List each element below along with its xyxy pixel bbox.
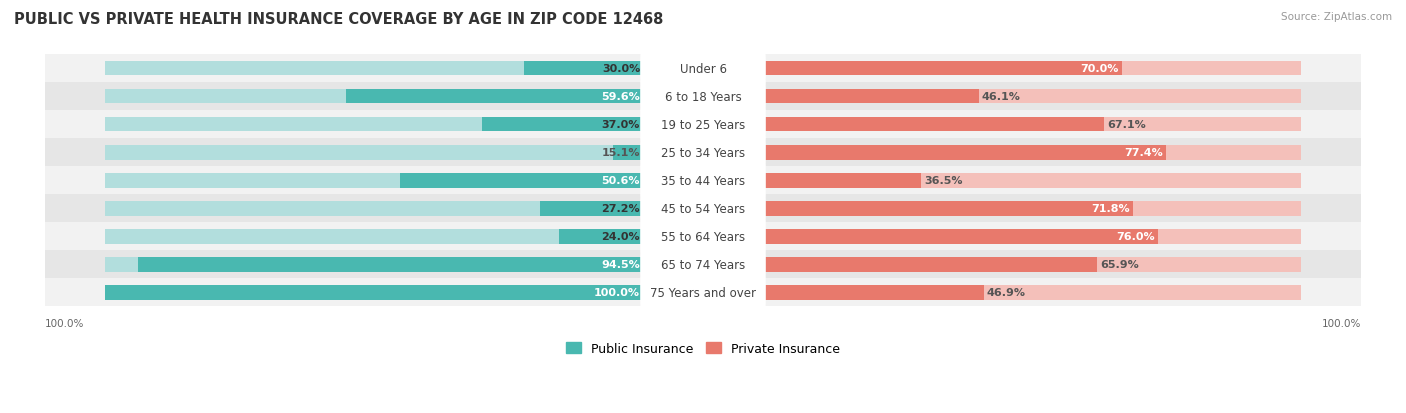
Text: 25 to 34 Years: 25 to 34 Years [661, 146, 745, 159]
FancyBboxPatch shape [138, 257, 643, 272]
FancyBboxPatch shape [763, 230, 1157, 244]
FancyBboxPatch shape [763, 62, 1302, 76]
FancyBboxPatch shape [763, 202, 1302, 216]
FancyBboxPatch shape [640, 104, 766, 146]
FancyBboxPatch shape [640, 132, 766, 174]
Legend: Public Insurance, Private Insurance: Public Insurance, Private Insurance [561, 337, 845, 360]
Text: 94.5%: 94.5% [602, 260, 640, 270]
Text: 65 to 74 Years: 65 to 74 Years [661, 258, 745, 271]
FancyBboxPatch shape [104, 285, 643, 300]
Text: 30.0%: 30.0% [602, 64, 640, 74]
FancyBboxPatch shape [763, 118, 1105, 132]
FancyBboxPatch shape [45, 139, 1361, 167]
FancyBboxPatch shape [346, 90, 643, 104]
FancyBboxPatch shape [763, 202, 1133, 216]
Text: Under 6: Under 6 [679, 62, 727, 76]
Text: 59.6%: 59.6% [602, 92, 640, 102]
Text: 55 to 64 Years: 55 to 64 Years [661, 230, 745, 243]
Text: 46.1%: 46.1% [981, 92, 1021, 102]
Text: PUBLIC VS PRIVATE HEALTH INSURANCE COVERAGE BY AGE IN ZIP CODE 12468: PUBLIC VS PRIVATE HEALTH INSURANCE COVER… [14, 12, 664, 27]
FancyBboxPatch shape [763, 285, 1302, 300]
FancyBboxPatch shape [104, 62, 643, 76]
Text: 46.9%: 46.9% [987, 288, 1025, 298]
Text: 100.0%: 100.0% [1322, 318, 1361, 328]
Text: 71.8%: 71.8% [1091, 204, 1129, 214]
FancyBboxPatch shape [763, 173, 921, 188]
FancyBboxPatch shape [763, 257, 1097, 272]
FancyBboxPatch shape [640, 76, 766, 118]
Text: 75 Years and over: 75 Years and over [650, 286, 756, 299]
FancyBboxPatch shape [763, 90, 979, 104]
FancyBboxPatch shape [45, 167, 1361, 195]
FancyBboxPatch shape [640, 271, 766, 314]
FancyBboxPatch shape [763, 62, 1122, 76]
Text: 36.5%: 36.5% [924, 176, 963, 186]
Text: 50.6%: 50.6% [602, 176, 640, 186]
Text: 67.1%: 67.1% [1108, 120, 1146, 130]
Text: 19 to 25 Years: 19 to 25 Years [661, 119, 745, 131]
Text: 37.0%: 37.0% [602, 120, 640, 130]
FancyBboxPatch shape [640, 159, 766, 202]
FancyBboxPatch shape [763, 118, 1302, 132]
FancyBboxPatch shape [104, 145, 643, 160]
FancyBboxPatch shape [104, 202, 643, 216]
FancyBboxPatch shape [45, 111, 1361, 139]
FancyBboxPatch shape [640, 244, 766, 286]
FancyBboxPatch shape [104, 230, 643, 244]
FancyBboxPatch shape [45, 55, 1361, 83]
FancyBboxPatch shape [763, 257, 1302, 272]
FancyBboxPatch shape [104, 118, 643, 132]
FancyBboxPatch shape [104, 257, 643, 272]
Text: Source: ZipAtlas.com: Source: ZipAtlas.com [1281, 12, 1392, 22]
Text: 70.0%: 70.0% [1080, 64, 1119, 74]
FancyBboxPatch shape [104, 173, 643, 188]
FancyBboxPatch shape [523, 62, 643, 76]
Text: 45 to 54 Years: 45 to 54 Years [661, 202, 745, 215]
FancyBboxPatch shape [613, 145, 643, 160]
Text: 77.4%: 77.4% [1125, 148, 1163, 158]
FancyBboxPatch shape [640, 188, 766, 230]
FancyBboxPatch shape [45, 223, 1361, 251]
FancyBboxPatch shape [640, 47, 766, 90]
Text: 76.0%: 76.0% [1116, 232, 1154, 242]
FancyBboxPatch shape [763, 173, 1302, 188]
Text: 100.0%: 100.0% [45, 318, 84, 328]
FancyBboxPatch shape [560, 230, 643, 244]
FancyBboxPatch shape [104, 90, 643, 104]
FancyBboxPatch shape [482, 118, 643, 132]
Text: 24.0%: 24.0% [602, 232, 640, 242]
Text: 65.9%: 65.9% [1101, 260, 1139, 270]
Text: 35 to 44 Years: 35 to 44 Years [661, 174, 745, 188]
FancyBboxPatch shape [640, 216, 766, 258]
FancyBboxPatch shape [45, 83, 1361, 111]
Text: 6 to 18 Years: 6 to 18 Years [665, 90, 741, 103]
FancyBboxPatch shape [763, 285, 984, 300]
FancyBboxPatch shape [45, 279, 1361, 307]
FancyBboxPatch shape [763, 145, 1166, 160]
FancyBboxPatch shape [763, 230, 1302, 244]
Text: 15.1%: 15.1% [602, 148, 640, 158]
FancyBboxPatch shape [45, 195, 1361, 223]
FancyBboxPatch shape [104, 285, 643, 300]
FancyBboxPatch shape [401, 173, 643, 188]
FancyBboxPatch shape [45, 251, 1361, 279]
FancyBboxPatch shape [540, 202, 643, 216]
FancyBboxPatch shape [763, 145, 1302, 160]
Text: 27.2%: 27.2% [602, 204, 640, 214]
Text: 100.0%: 100.0% [595, 288, 640, 298]
FancyBboxPatch shape [763, 90, 1302, 104]
